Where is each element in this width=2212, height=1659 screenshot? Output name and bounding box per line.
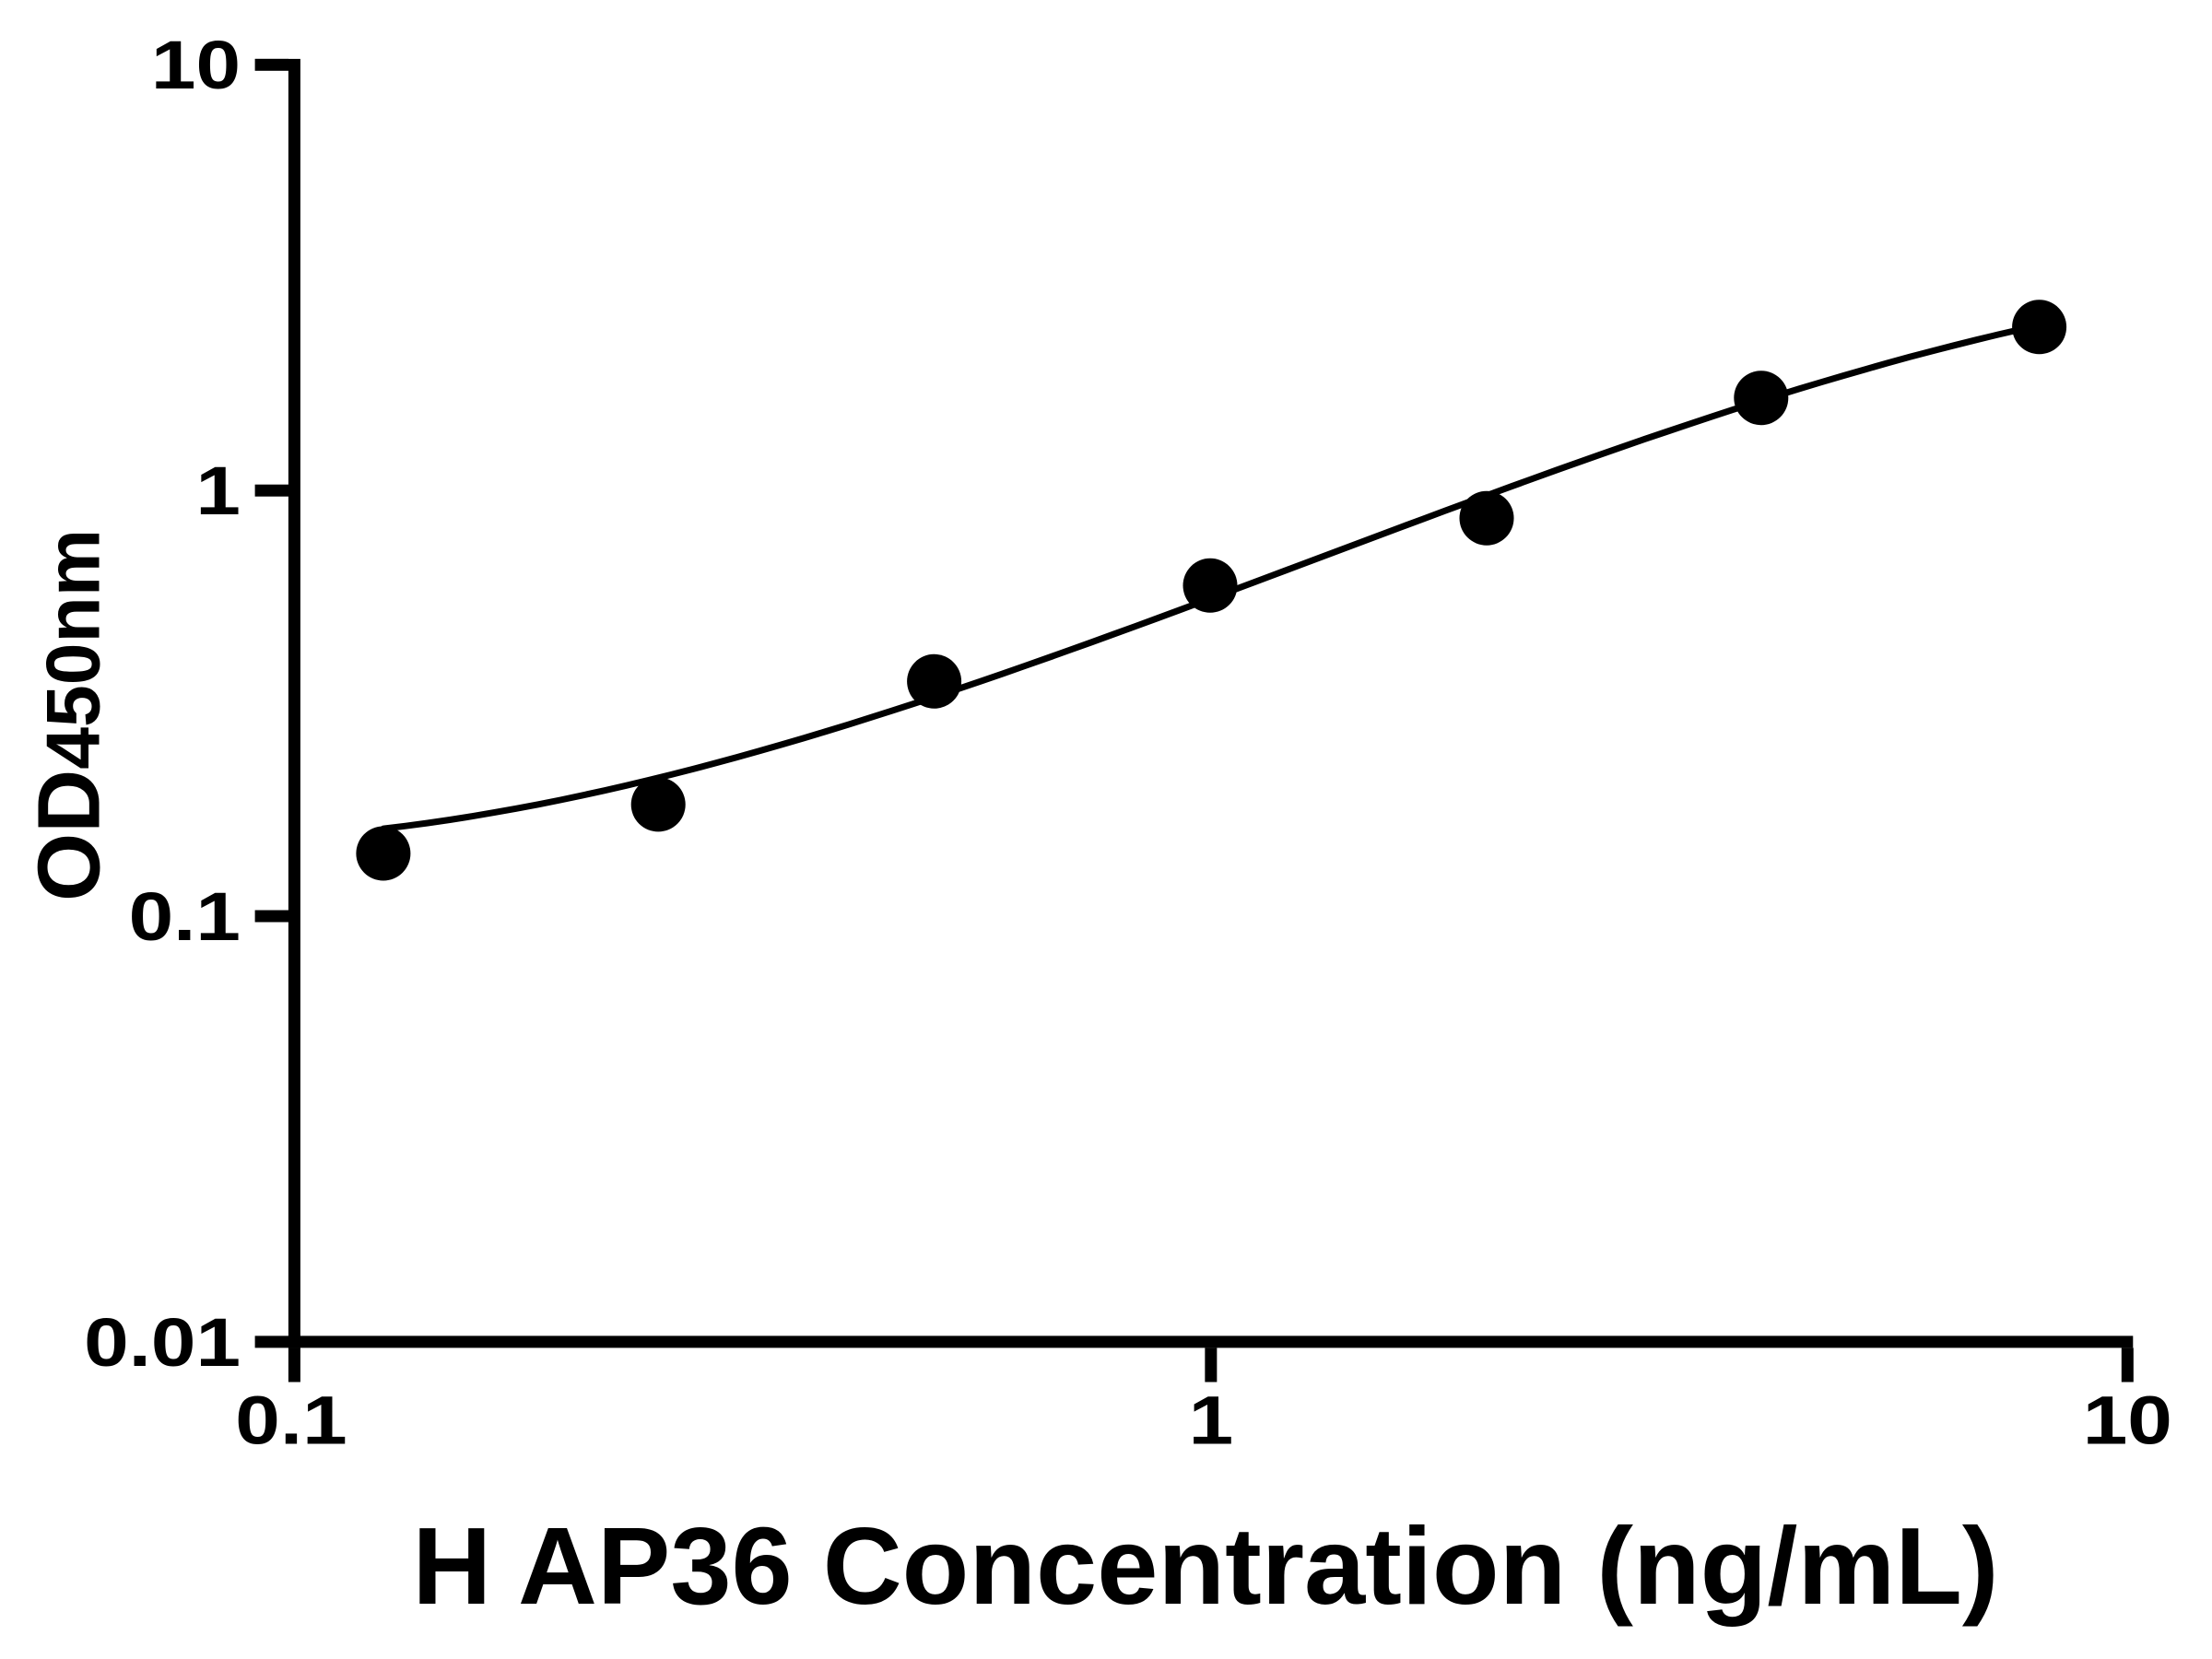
svg-text:OD450nm: OD450nm bbox=[21, 529, 119, 901]
svg-text:10: 10 bbox=[151, 28, 241, 103]
svg-text:H AP36 Concentration (ng/mL): H AP36 Concentration (ng/mL) bbox=[412, 1505, 1998, 1628]
svg-text:0.1: 0.1 bbox=[129, 879, 241, 955]
svg-text:1: 1 bbox=[1189, 1383, 1234, 1459]
svg-text:0.01: 0.01 bbox=[84, 1305, 241, 1381]
svg-text:0.1: 0.1 bbox=[235, 1383, 347, 1459]
svg-text:1: 1 bbox=[195, 453, 241, 529]
svg-text:10: 10 bbox=[2083, 1383, 2172, 1459]
